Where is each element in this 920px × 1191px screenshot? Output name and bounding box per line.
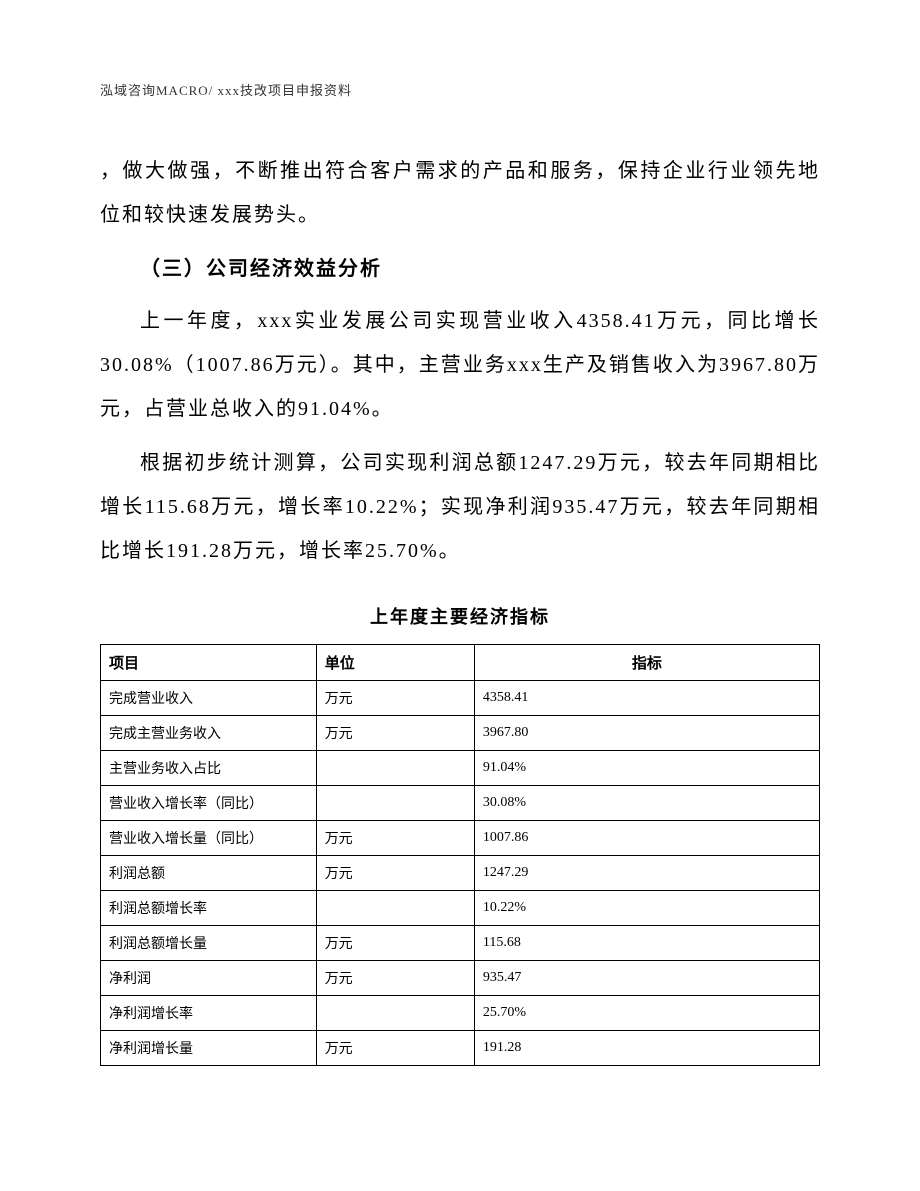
table-cell: 万元: [316, 1031, 474, 1066]
table-header-project: 项目: [101, 645, 317, 681]
table-cell: 万元: [316, 681, 474, 716]
table-cell: 利润总额增长量: [101, 926, 317, 961]
body-paragraph-2: 上一年度，xxx实业发展公司实现营业收入4358.41万元，同比增长30.08%…: [100, 299, 820, 431]
table-cell: 营业收入增长量（同比）: [101, 821, 317, 856]
table-cell: 万元: [316, 926, 474, 961]
table-cell: 115.68: [474, 926, 819, 961]
table-cell: 10.22%: [474, 891, 819, 926]
table-row: 完成营业收入 万元 4358.41: [101, 681, 820, 716]
table-row: 主营业务收入占比 91.04%: [101, 751, 820, 786]
table-cell: 万元: [316, 716, 474, 751]
table-row: 完成主营业务收入 万元 3967.80: [101, 716, 820, 751]
table-row: 利润总额增长量 万元 115.68: [101, 926, 820, 961]
table-cell: 25.70%: [474, 996, 819, 1031]
table-header-unit: 单位: [316, 645, 474, 681]
table-cell: 1007.86: [474, 821, 819, 856]
table-cell: 万元: [316, 856, 474, 891]
table-row: 利润总额增长率 10.22%: [101, 891, 820, 926]
economic-indicators-table: 项目 单位 指标 完成营业收入 万元 4358.41 完成主营业务收入 万元 3…: [100, 644, 820, 1066]
table-cell: 完成主营业务收入: [101, 716, 317, 751]
table-cell: 万元: [316, 961, 474, 996]
table-row: 营业收入增长量（同比） 万元 1007.86: [101, 821, 820, 856]
table-row: 净利润增长量 万元 191.28: [101, 1031, 820, 1066]
table-cell: 30.08%: [474, 786, 819, 821]
section-heading: （三）公司经济效益分析: [100, 247, 820, 291]
page-header: 泓域咨询MACRO/ xxx技改项目申报资料: [100, 80, 820, 99]
table-cell: 1247.29: [474, 856, 819, 891]
table-cell: 3967.80: [474, 716, 819, 751]
table-cell: 净利润增长量: [101, 1031, 317, 1066]
table-cell: 191.28: [474, 1031, 819, 1066]
table-cell: 万元: [316, 821, 474, 856]
table-title: 上年度主要经济指标: [100, 603, 820, 629]
body-paragraph-3: 根据初步统计测算，公司实现利润总额1247.29万元，较去年同期相比增长115.…: [100, 441, 820, 573]
body-paragraph-1: ，做大做强，不断推出符合客户需求的产品和服务，保持企业行业领先地位和较快速发展势…: [100, 149, 820, 237]
document-page: 泓域咨询MACRO/ xxx技改项目申报资料 ，做大做强，不断推出符合客户需求的…: [0, 0, 920, 1126]
table-row: 净利润增长率 25.70%: [101, 996, 820, 1031]
table-header-indicator: 指标: [474, 645, 819, 681]
table-cell: [316, 751, 474, 786]
table-row: 营业收入增长率（同比） 30.08%: [101, 786, 820, 821]
table-cell: [316, 891, 474, 926]
table-row: 利润总额 万元 1247.29: [101, 856, 820, 891]
table-cell: 利润总额增长率: [101, 891, 317, 926]
table-cell: 主营业务收入占比: [101, 751, 317, 786]
table-cell: 4358.41: [474, 681, 819, 716]
table-cell: 完成营业收入: [101, 681, 317, 716]
table-cell: 91.04%: [474, 751, 819, 786]
table-row: 净利润 万元 935.47: [101, 961, 820, 996]
table-cell: 营业收入增长率（同比）: [101, 786, 317, 821]
table-cell: [316, 996, 474, 1031]
table-cell: 净利润增长率: [101, 996, 317, 1031]
table-cell: 935.47: [474, 961, 819, 996]
table-cell: 利润总额: [101, 856, 317, 891]
table-header-row: 项目 单位 指标: [101, 645, 820, 681]
table-cell: 净利润: [101, 961, 317, 996]
table-cell: [316, 786, 474, 821]
